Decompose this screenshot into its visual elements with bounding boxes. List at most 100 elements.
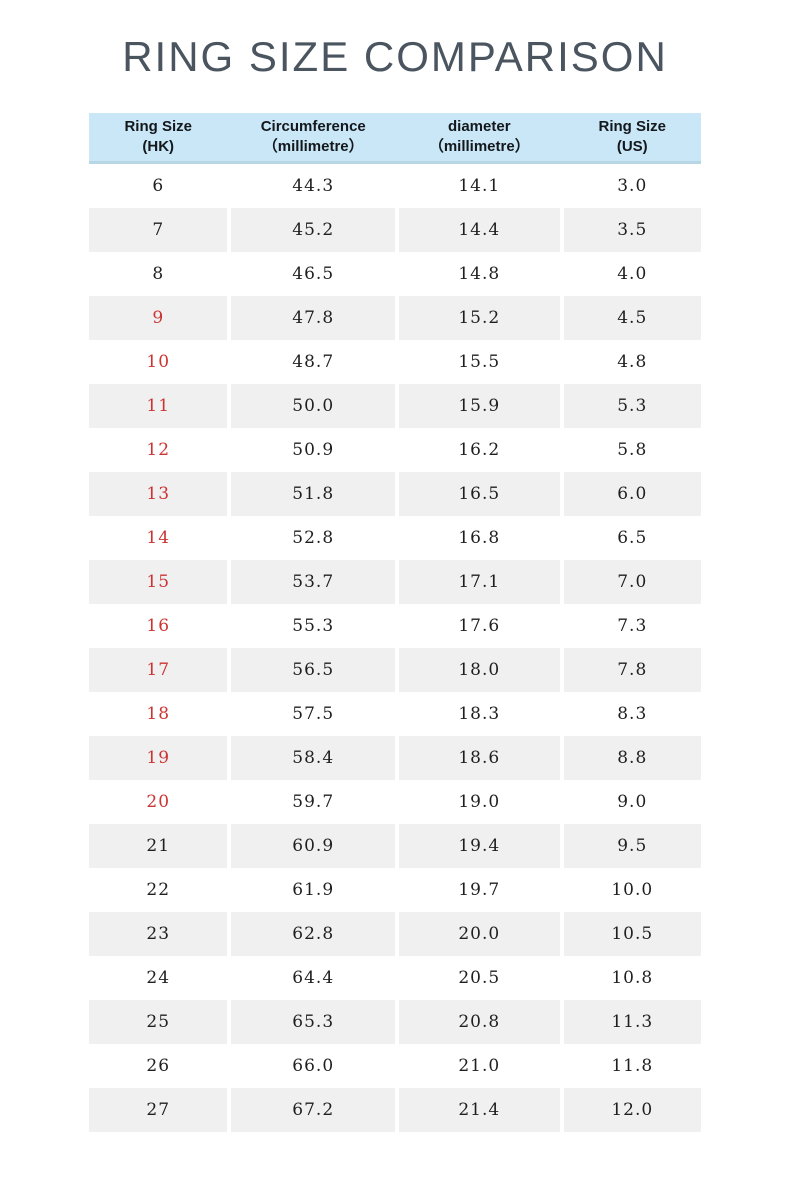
cell-ring-size-hk: 6: [152, 176, 165, 197]
cell-ring-size-hk: 16: [146, 616, 171, 637]
cell-ring-size-us: 6.5: [617, 528, 648, 549]
cell-ring-size-hk: 8: [152, 264, 165, 285]
cell-circumference-mm: 50.0: [231, 384, 395, 429]
table-row: 12 50.9 16.2 5.8: [89, 428, 701, 472]
column-header-line2: （millimetre）: [262, 138, 364, 156]
cell-diameter-mm: 19.0: [458, 792, 501, 813]
cell-diameter-mm: 15.9: [399, 384, 560, 429]
cell-circumference-mm: 50.9: [292, 440, 335, 461]
cell-circumference-mm: 60.9: [231, 824, 395, 869]
column-header-line2: (HK): [142, 138, 175, 156]
cell-ring-size-us: 8.8: [563, 736, 701, 781]
cell-circumference-mm: 61.9: [292, 880, 335, 901]
cell-ring-size-hk: 23: [89, 912, 228, 957]
cell-circumference-mm: 62.8: [231, 912, 395, 957]
column-header-circumference: Circumference （millimetre）: [231, 117, 395, 158]
cell-ring-size-hk: 7: [89, 208, 228, 253]
table-row: 8 46.5 14.8 4.0: [89, 252, 701, 296]
ring-size-table: Ring Size (HK) Circumference （millimetre…: [89, 113, 701, 1133]
cell-ring-size-us: 11.8: [611, 1056, 654, 1077]
table-row: 22 61.9 19.7 10.0: [89, 868, 701, 912]
column-header-ring-size-hk: Ring Size (HK): [89, 117, 227, 158]
cell-diameter-mm: 19.4: [399, 824, 560, 869]
cell-ring-size-us: 11.3: [563, 1000, 701, 1045]
cell-circumference-mm: 44.3: [292, 176, 335, 197]
cell-ring-size-hk: 15: [89, 560, 228, 605]
cell-circumference-mm: 52.8: [292, 528, 335, 549]
cell-ring-size-us: 10.8: [611, 968, 654, 989]
cell-circumference-mm: 56.5: [231, 648, 395, 693]
cell-diameter-mm: 16.5: [399, 472, 560, 517]
cell-diameter-mm: 17.6: [458, 616, 501, 637]
table-row: 7 45.2 14.4 3.5: [89, 208, 701, 253]
cell-diameter-mm: 21.4: [399, 1088, 560, 1133]
cell-ring-size-us: 9.5: [563, 824, 701, 869]
cell-ring-size-us: 10.0: [611, 880, 654, 901]
cell-ring-size-hk: 12: [146, 440, 171, 461]
column-header-line1: diameter: [448, 117, 511, 135]
cell-diameter-mm: 16.2: [458, 440, 501, 461]
table-row: 10 48.7 15.5 4.8: [89, 340, 701, 384]
cell-circumference-mm: 59.7: [292, 792, 335, 813]
table-row: 16 55.3 17.6 7.3: [89, 604, 701, 648]
cell-ring-size-hk: 13: [89, 472, 228, 517]
column-header-line1: Circumference: [260, 117, 366, 135]
cell-diameter-mm: 15.5: [458, 352, 501, 373]
table-row: 24 64.4 20.5 10.8: [89, 956, 701, 1000]
cell-diameter-mm: 20.5: [458, 968, 501, 989]
cell-ring-size-hk: 27: [89, 1088, 228, 1133]
cell-ring-size-hk: 9: [89, 296, 228, 341]
table-row: 23 62.8 20.0 10.5: [89, 912, 701, 957]
cell-ring-size-us: 7.3: [617, 616, 648, 637]
column-header-line2: (US): [616, 138, 648, 156]
cell-diameter-mm: 18.3: [458, 704, 501, 725]
table-header-row: Ring Size (HK) Circumference （millimetre…: [89, 113, 701, 165]
cell-circumference-mm: 64.4: [292, 968, 335, 989]
page-title: RING SIZE COMPARISON: [122, 33, 668, 80]
cell-diameter-mm: 14.8: [458, 264, 501, 285]
cell-circumference-mm: 55.3: [292, 616, 335, 637]
cell-ring-size-us: 9.0: [617, 792, 648, 813]
cell-diameter-mm: 19.7: [458, 880, 501, 901]
cell-ring-size-us: 7.8: [563, 648, 701, 693]
column-header-ring-size-us: Ring Size (US): [564, 117, 701, 158]
cell-ring-size-us: 5.8: [617, 440, 648, 461]
cell-diameter-mm: 18.6: [399, 736, 560, 781]
cell-ring-size-us: 6.0: [563, 472, 701, 517]
cell-circumference-mm: 66.0: [292, 1056, 335, 1077]
cell-ring-size-hk: 26: [146, 1056, 171, 1077]
table-row: 11 50.0 15.9 5.3: [89, 384, 701, 429]
cell-ring-size-us: 5.3: [563, 384, 701, 429]
cell-circumference-mm: 65.3: [231, 1000, 395, 1045]
cell-diameter-mm: 14.1: [458, 176, 501, 197]
cell-diameter-mm: 21.0: [458, 1056, 501, 1077]
cell-diameter-mm: 20.8: [399, 1000, 560, 1045]
cell-diameter-mm: 14.4: [399, 208, 560, 253]
column-header-diameter: diameter （millimetre）: [399, 117, 560, 158]
cell-ring-size-us: 4.5: [563, 296, 701, 341]
cell-ring-size-us: 8.3: [617, 704, 648, 725]
column-header-line1: Ring Size: [124, 117, 192, 135]
table-row: 27 67.2 21.4 12.0: [89, 1088, 701, 1133]
column-header-line1: Ring Size: [598, 117, 667, 135]
column-header-line2: （millimetre）: [428, 138, 530, 156]
cell-circumference-mm: 46.5: [292, 264, 335, 285]
cell-circumference-mm: 51.8: [231, 472, 395, 517]
table-row: 13 51.8 16.5 6.0: [89, 472, 701, 517]
cell-ring-size-hk: 17: [89, 648, 228, 693]
table-row: 14 52.8 16.8 6.5: [89, 516, 701, 560]
table-row: 19 58.4 18.6 8.8: [89, 736, 701, 781]
cell-diameter-mm: 16.8: [458, 528, 501, 549]
cell-ring-size-hk: 24: [146, 968, 171, 989]
cell-ring-size-us: 4.0: [617, 264, 648, 285]
cell-ring-size-hk: 10: [146, 352, 171, 373]
cell-ring-size-hk: 19: [89, 736, 228, 781]
cell-ring-size-hk: 20: [146, 792, 171, 813]
cell-circumference-mm: 53.7: [231, 560, 395, 605]
cell-circumference-mm: 57.5: [292, 704, 335, 725]
table-row: 25 65.3 20.8 11.3: [89, 1000, 701, 1045]
cell-ring-size-hk: 18: [146, 704, 171, 725]
cell-diameter-mm: 20.0: [399, 912, 560, 957]
table-row: 15 53.7 17.1 7.0: [89, 560, 701, 605]
